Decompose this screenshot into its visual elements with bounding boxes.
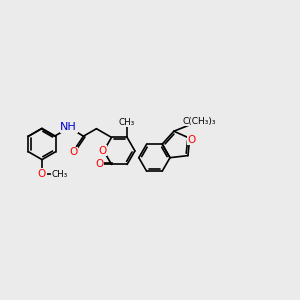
Text: O: O (98, 146, 106, 156)
Text: O: O (38, 169, 46, 179)
Text: O: O (95, 159, 103, 170)
Text: NH: NH (60, 122, 77, 133)
Text: CH₃: CH₃ (52, 169, 68, 178)
Text: CH₃: CH₃ (119, 118, 135, 127)
Text: O: O (188, 134, 196, 145)
Text: C(CH₃)₃: C(CH₃)₃ (183, 117, 216, 126)
Text: O: O (70, 147, 78, 158)
